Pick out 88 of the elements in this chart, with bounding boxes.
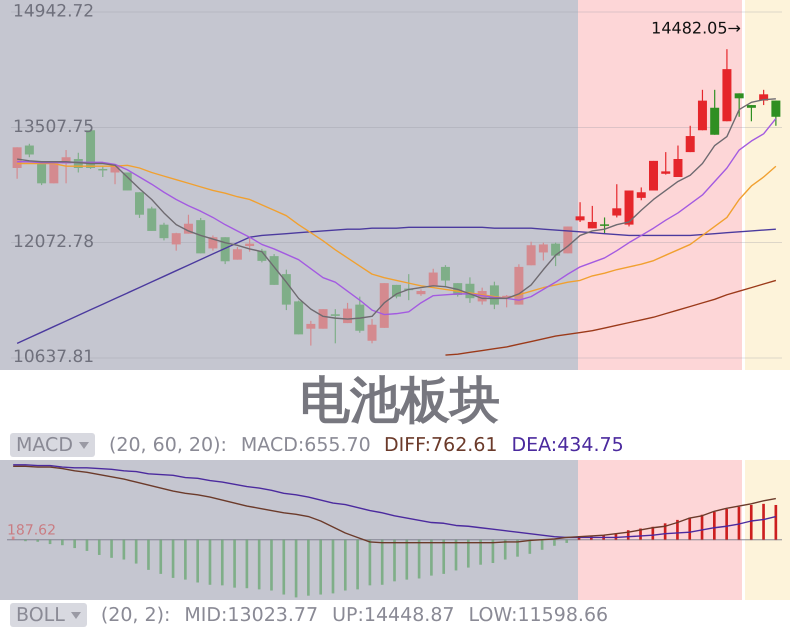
bar xyxy=(319,539,322,595)
candlestick xyxy=(98,166,108,178)
candlestick xyxy=(600,216,610,234)
bar xyxy=(356,539,359,590)
bar xyxy=(134,539,138,564)
bar xyxy=(442,539,446,574)
bar xyxy=(565,539,568,543)
bar xyxy=(220,539,224,586)
candlestick xyxy=(147,206,156,232)
candlestick xyxy=(661,152,670,176)
bar xyxy=(454,539,458,570)
bar xyxy=(233,539,236,588)
candlestick xyxy=(135,192,144,219)
candlestick xyxy=(673,144,682,178)
text: MID:13023.77 xyxy=(184,604,318,626)
text: DEA:434.75 xyxy=(512,434,624,456)
bar xyxy=(307,539,310,596)
chart-title: MACD xyxy=(16,434,73,456)
text: LOW:11598.66 xyxy=(468,604,608,626)
bar xyxy=(110,539,113,558)
bar xyxy=(208,539,212,585)
chart-subtitle: (20, 60, 20): xyxy=(108,434,227,456)
bar xyxy=(147,539,150,570)
bar xyxy=(762,504,765,540)
bar xyxy=(418,539,420,578)
bar xyxy=(246,539,248,588)
candlestick xyxy=(330,308,340,344)
candlestick xyxy=(636,186,646,201)
candlestick xyxy=(612,184,622,218)
text: (20, 2): xyxy=(100,604,170,626)
candlestick xyxy=(172,232,181,252)
bar xyxy=(393,539,396,582)
candlestick xyxy=(159,222,168,242)
bar xyxy=(405,539,408,580)
bar xyxy=(172,539,174,578)
y-tick-label: 10637.81 xyxy=(13,347,94,368)
candlestick xyxy=(368,318,377,344)
text: MACD:655.70 xyxy=(240,434,371,456)
candlestick xyxy=(49,162,58,184)
bar xyxy=(258,539,261,590)
candlestick xyxy=(24,143,34,158)
bar xyxy=(73,539,76,548)
bar xyxy=(159,539,162,574)
bar xyxy=(196,539,200,582)
y-tick-label: 12072.78 xyxy=(13,232,94,252)
bar xyxy=(430,539,433,576)
bar xyxy=(332,539,334,594)
bar xyxy=(516,539,519,557)
candlestick xyxy=(232,246,242,260)
y-tick-label: 14942.72 xyxy=(13,2,94,22)
candlestick xyxy=(551,242,560,267)
candlestick xyxy=(771,100,780,126)
text: BOLL xyxy=(16,604,65,626)
bar xyxy=(738,506,740,540)
bar xyxy=(122,539,126,560)
bar xyxy=(368,539,372,586)
bar xyxy=(48,539,52,544)
annotation: 14482.05→ xyxy=(651,18,741,38)
candlestick xyxy=(734,92,744,118)
candlestick xyxy=(428,268,438,287)
bar xyxy=(184,539,187,580)
y-tick-label: 13507.75 xyxy=(13,116,94,137)
candlestick xyxy=(245,238,254,252)
candlestick xyxy=(588,205,597,229)
bar xyxy=(344,539,347,591)
candlestick xyxy=(440,264,450,287)
candlestick xyxy=(686,125,695,153)
bar xyxy=(774,504,778,540)
candlestick xyxy=(538,242,548,262)
bar xyxy=(553,539,556,546)
bar xyxy=(750,504,753,540)
annotation: 187.62 xyxy=(7,522,56,538)
candlestick xyxy=(576,202,585,223)
candlestick xyxy=(306,320,316,346)
candlestick xyxy=(746,104,756,122)
bar xyxy=(282,539,286,595)
bar xyxy=(98,539,101,555)
bar xyxy=(380,539,384,585)
bar xyxy=(294,539,298,598)
bar xyxy=(36,539,40,542)
text: DIFF:762.61 xyxy=(384,434,498,456)
bar xyxy=(86,539,88,551)
text: UP:14448.87 xyxy=(332,604,455,626)
candlestick xyxy=(122,172,132,190)
bar xyxy=(270,539,273,591)
candlestick xyxy=(526,241,536,266)
text: 电池板块 xyxy=(299,370,501,430)
bar xyxy=(12,536,14,540)
